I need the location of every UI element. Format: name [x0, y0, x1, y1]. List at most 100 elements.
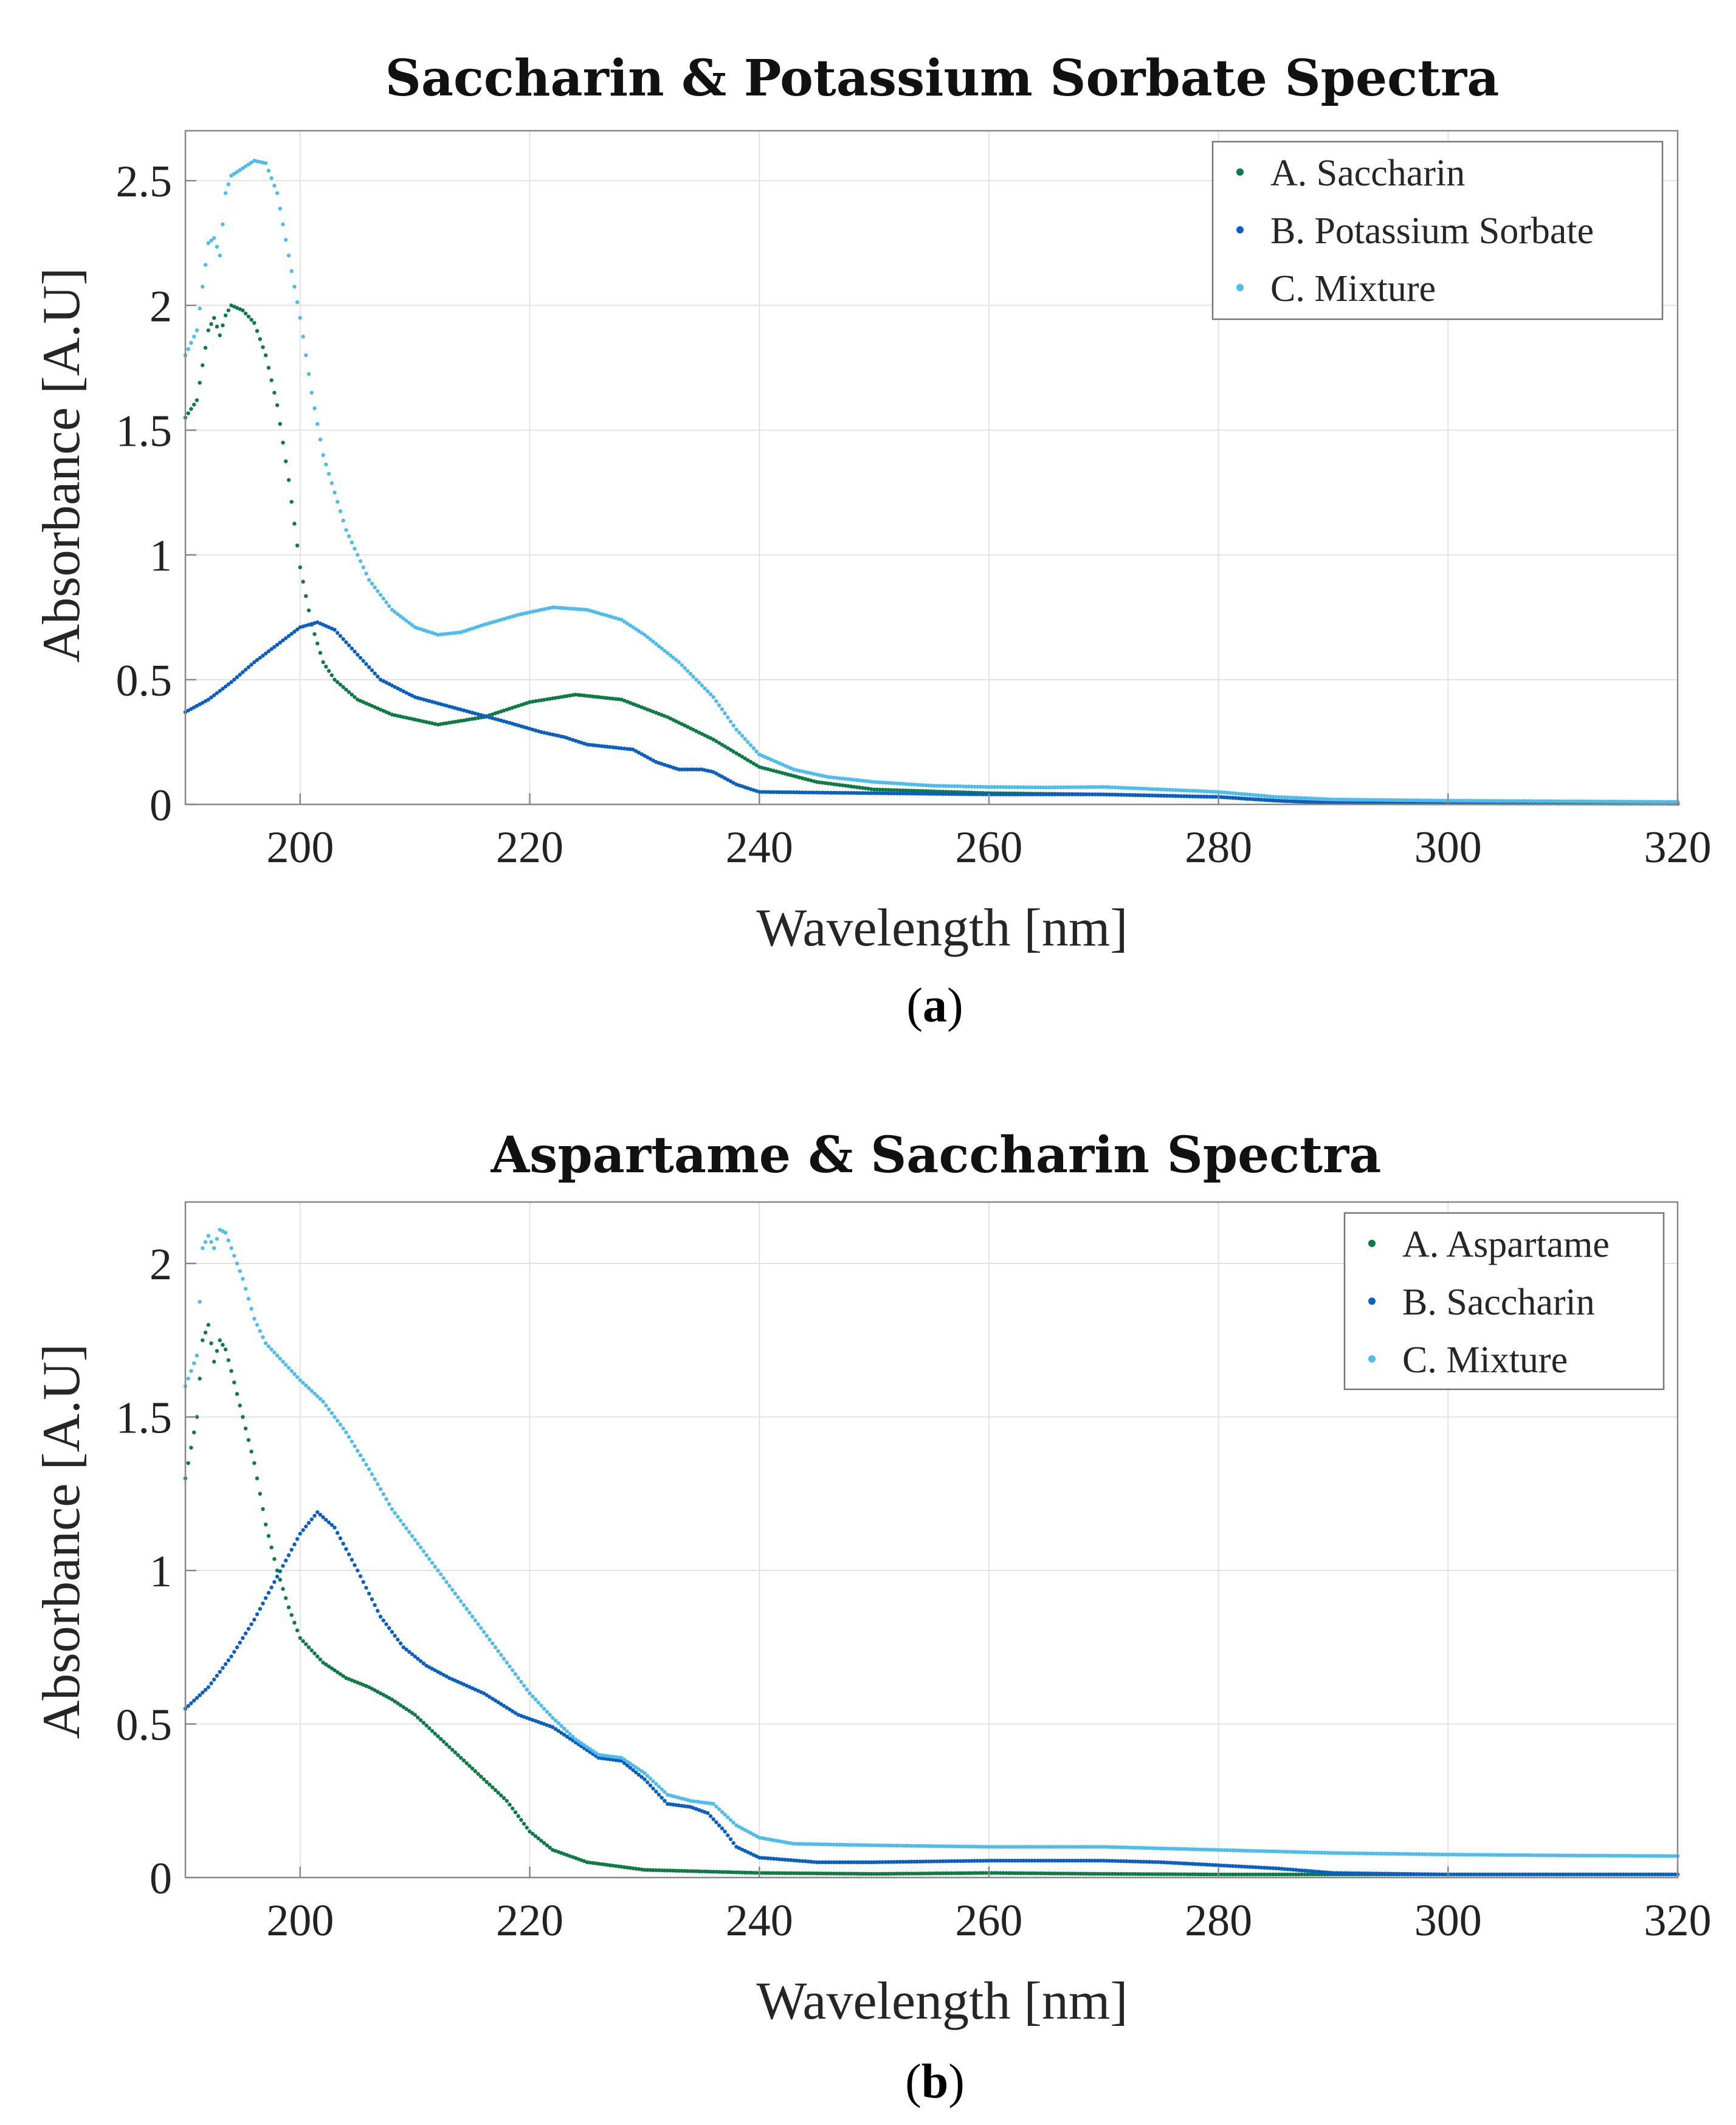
data-point: [875, 791, 880, 795]
data-point: [915, 1843, 920, 1848]
data-point: [760, 1856, 765, 1860]
data-point: [1118, 1871, 1123, 1876]
data-point: [393, 1699, 397, 1704]
data-point: [582, 607, 587, 612]
data-point: [1038, 1845, 1043, 1849]
data-point: [450, 1747, 455, 1752]
data-point: [1199, 1862, 1204, 1867]
data-point: [1448, 1853, 1453, 1857]
data-point: [751, 1833, 756, 1837]
data-point: [872, 1860, 877, 1864]
data-point: [1317, 796, 1321, 801]
data-point: [1138, 793, 1143, 798]
data-point: [1607, 800, 1611, 804]
data-point: [1236, 792, 1241, 796]
data-point: [1283, 1867, 1287, 1871]
data-point: [909, 1871, 914, 1876]
data-point: [1033, 1859, 1037, 1863]
data-point: [201, 700, 205, 705]
data-point: [711, 1817, 715, 1822]
data-point: [315, 1654, 320, 1659]
data-point: [949, 792, 954, 796]
data-point: [1236, 1872, 1241, 1877]
data-point: [1153, 1846, 1158, 1850]
data-point: [238, 1640, 242, 1645]
data-point: [470, 1614, 475, 1619]
data-point: [396, 1637, 400, 1642]
data-point: [1133, 786, 1137, 790]
data-point: [1486, 799, 1490, 803]
data-point: [786, 1840, 790, 1845]
data-point: [1156, 793, 1160, 798]
data-point: [840, 1860, 845, 1864]
data-point: [201, 285, 205, 289]
data-point: [1148, 1872, 1152, 1876]
data-point: [912, 789, 917, 793]
data-point: [820, 790, 825, 795]
data-point: [353, 1444, 357, 1448]
data-point: [1458, 1872, 1462, 1877]
data-point: [252, 660, 257, 665]
data-point: [1096, 785, 1100, 789]
data-point: [513, 705, 518, 709]
data-point: [1193, 1862, 1198, 1866]
data-point: [1506, 799, 1510, 803]
data-point: [1098, 785, 1103, 789]
data-point: [1374, 1871, 1379, 1876]
data-point: [975, 1859, 980, 1863]
data-point: [686, 767, 690, 772]
data-point: [754, 1871, 759, 1875]
data-point: [1293, 799, 1298, 804]
data-point: [1417, 798, 1422, 803]
data-point: [387, 604, 391, 608]
data-point: [338, 509, 343, 513]
data-point: [353, 649, 357, 654]
data-point: [1053, 1871, 1057, 1876]
data-point: [892, 791, 897, 796]
data-point: [1538, 1872, 1542, 1877]
data-point: [198, 1377, 202, 1381]
data-point: [811, 779, 816, 784]
data-point: [398, 688, 403, 692]
data-point: [1300, 1868, 1304, 1873]
data-point: [978, 1871, 983, 1875]
data-point: [1495, 1872, 1499, 1877]
data-point: [553, 733, 558, 738]
data-point: [1004, 1845, 1008, 1849]
data-point: [780, 1857, 785, 1862]
data-point: [663, 762, 667, 767]
data-point: [427, 1726, 432, 1730]
data-point: [289, 269, 294, 273]
data-point: [1162, 787, 1166, 792]
data-point: [869, 787, 873, 792]
data-point: [726, 1815, 730, 1820]
data-point: [464, 1606, 469, 1611]
data-point: [1673, 1872, 1677, 1877]
legend-label-a-aspartame: A. Aspartame: [1402, 1224, 1610, 1265]
data-point: [1067, 1871, 1072, 1876]
data-point: [321, 660, 325, 665]
data-point: [832, 790, 836, 795]
data-point: [605, 1754, 610, 1758]
data-point: [1435, 1872, 1439, 1876]
data-point: [1575, 799, 1579, 804]
data-point: [1644, 1872, 1648, 1877]
data-point: [602, 1757, 607, 1761]
data-point: [588, 694, 592, 699]
data-point: [708, 1802, 713, 1806]
data-point: [932, 1871, 937, 1876]
data-point: [393, 1634, 397, 1638]
data-point: [1076, 792, 1080, 796]
data-point: [995, 792, 1000, 796]
data-point: [768, 790, 773, 794]
data-point: [1165, 1861, 1169, 1865]
data-point: [858, 791, 862, 795]
data-point: [1256, 1865, 1261, 1870]
data-point: [711, 695, 715, 699]
data-point: [461, 1603, 466, 1607]
data-point: [858, 1843, 862, 1847]
data-point: [703, 768, 707, 772]
data-point: [743, 737, 747, 741]
data-point: [964, 792, 968, 796]
data-point: [1211, 795, 1215, 799]
